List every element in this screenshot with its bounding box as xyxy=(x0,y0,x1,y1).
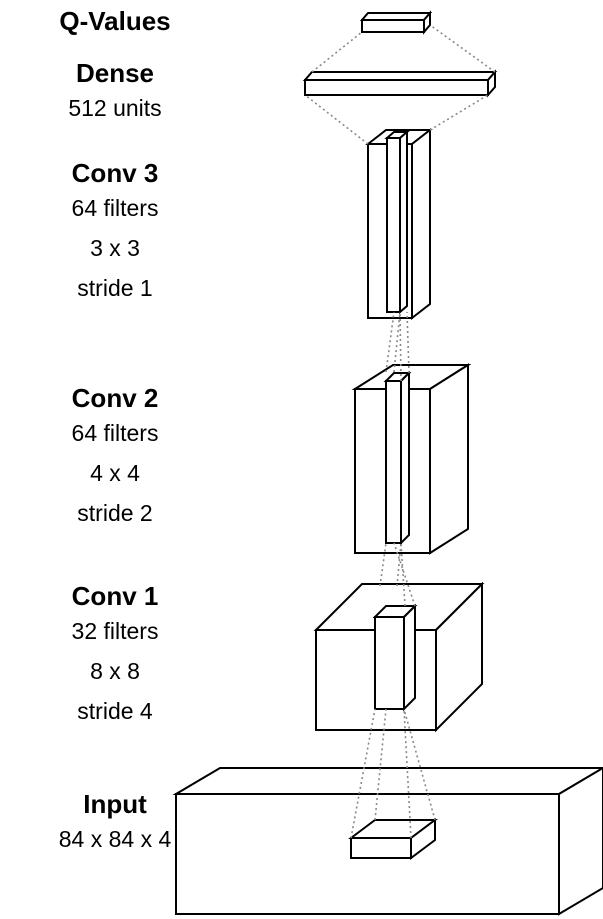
conv1-filter-slice-front-face xyxy=(374,616,405,710)
conv1-filter-slice-side-face xyxy=(403,603,416,712)
layer-detail-input-shape: 84 x 84 x 4 xyxy=(58,826,172,852)
dense-layer-front-face xyxy=(304,79,489,96)
conv2-volume-side-face xyxy=(429,363,469,555)
connector-conv1-conv2-a xyxy=(379,542,387,587)
connector-conv2-conv3-d xyxy=(406,311,410,374)
layer-title-q: Q-Values xyxy=(59,6,171,36)
connector-conv3-dense-a xyxy=(304,94,369,145)
label-q-values: Q-Values xyxy=(0,6,230,36)
input-receptive-field xyxy=(348,818,438,860)
conv2-filter-slice-front-face xyxy=(385,380,402,544)
conv2-volume xyxy=(351,363,472,555)
conv3-filter-slice-side-face xyxy=(399,129,408,315)
input-volume-top-face xyxy=(172,767,603,795)
q-values-layer xyxy=(359,10,433,35)
connector-conv2-conv3-a xyxy=(385,311,395,373)
layer-detail-dense-units: 512 units xyxy=(68,95,162,121)
input-volume-side-face xyxy=(558,766,603,916)
layer-detail-conv3-kernel: 3 x 3 xyxy=(90,235,140,261)
layer-title-conv2: Conv 2 xyxy=(71,383,159,413)
layer-detail-conv2-stride: stride 2 xyxy=(77,500,153,526)
label-input: Input 84 x 84 x 4 xyxy=(0,789,230,859)
layer-detail-conv1-kernel: 8 x 8 xyxy=(90,658,140,684)
connector-input-conv1-d xyxy=(403,708,436,821)
conv3-volume-side-face xyxy=(411,127,431,321)
connector-dense-q-a xyxy=(311,31,363,73)
label-conv2: Conv 2 64 filters 4 x 4 stride 2 xyxy=(0,383,230,533)
connector-conv2-conv3-c xyxy=(399,311,402,382)
q-values-layer-front-face xyxy=(361,19,425,33)
connector-input-conv1-c xyxy=(403,708,412,839)
connector-dense-q-b xyxy=(429,24,496,73)
connector-conv1-conv2-b xyxy=(396,542,402,587)
layer-title-input: Input xyxy=(83,789,147,819)
connector-input-conv1-a xyxy=(350,708,376,839)
label-dense: Dense 512 units xyxy=(0,58,230,128)
connector-conv2-conv3-b xyxy=(393,311,401,373)
q-values-layer-top-face xyxy=(359,12,433,21)
connector-conv3-dense-b xyxy=(429,94,489,131)
layer-detail-conv2-filters: 64 filters xyxy=(71,420,159,446)
conv3-filter-slice-front-face xyxy=(386,137,401,313)
connector-input-conv1-b xyxy=(374,708,387,821)
conv1-filter-slice xyxy=(372,603,418,712)
input-receptive-field-front-face xyxy=(350,837,412,859)
conv2-filter-slice xyxy=(383,370,412,546)
layer-detail-conv3-stride: stride 1 xyxy=(77,275,153,301)
layer-detail-conv2-kernel: 4 x 4 xyxy=(90,460,140,486)
conv3-filter-slice xyxy=(384,129,410,315)
layer-detail-conv1-stride: stride 4 xyxy=(77,698,153,724)
label-conv3: Conv 3 64 filters 3 x 3 stride 1 xyxy=(0,158,230,308)
layer-title-dense: Dense xyxy=(75,58,155,88)
connector-conv1-conv2-c xyxy=(400,542,406,607)
layer-title-conv3: Conv 3 xyxy=(71,158,159,188)
label-conv1: Conv 1 32 filters 8 x 8 stride 4 xyxy=(0,581,230,731)
layer-detail-conv1-filters: 32 filters xyxy=(71,618,159,644)
dense-layer xyxy=(302,69,498,98)
layer-detail-conv3-filters: 64 filters xyxy=(71,195,159,221)
connector-conv1-conv2-d xyxy=(393,542,416,607)
conv2-filter-slice-side-face xyxy=(400,370,410,546)
dense-layer-top-face xyxy=(302,71,498,81)
layer-title-conv1: Conv 1 xyxy=(71,581,159,611)
